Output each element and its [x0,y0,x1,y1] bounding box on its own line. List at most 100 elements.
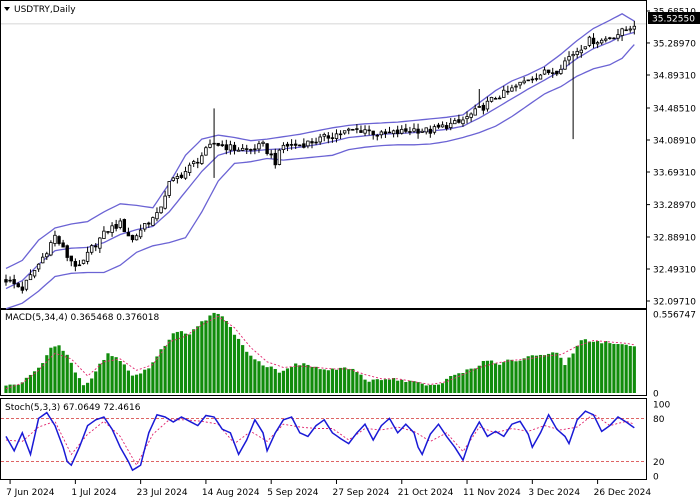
candle-up [522,80,526,84]
candle-down [416,128,420,134]
price-axis: 35.6851035.2897034.8931034.4851034.08910… [1,8,696,308]
macd-bar [420,383,424,393]
candle-up [477,106,481,108]
candle-up [138,229,143,238]
candle-up [49,242,53,256]
bollinger-lower-line [5,44,635,310]
macd-bar [232,334,237,393]
candle-up [493,98,498,100]
candle-down [310,141,314,144]
macd-bar [265,367,269,393]
price-tick-label: 32.88910 [653,233,696,243]
macd-bar [575,345,579,393]
stoch-d-line [5,413,635,467]
macd-bar [567,357,571,393]
macd-bar [126,370,130,393]
candle-up [98,237,102,249]
macd-bar [294,363,298,393]
candle-down [314,141,318,144]
macd-bar [94,371,98,393]
macd-bar [436,384,441,393]
date-tick-label: 11 Nov 2024 [463,488,521,498]
candle-up [306,140,310,147]
date-tick-label: 21 Oct 2024 [398,488,454,498]
macd-bar [228,326,232,393]
candle-down [481,104,486,111]
macd-bar [494,363,498,393]
macd-bar [28,374,33,393]
candle-up [318,136,322,143]
macd-bar [359,374,363,393]
macd-bar [118,360,122,393]
candle-down [302,143,306,148]
macd-bar [400,379,404,393]
candle-down [253,148,257,151]
macd-bar [412,381,416,393]
candle-down [591,37,596,45]
candle-up [334,133,339,139]
candle-up [81,259,86,264]
dropdown-triangle-icon[interactable] [4,7,10,11]
macd-bar [440,383,445,393]
macd-bar [608,343,612,393]
candle-up [257,143,261,150]
candle-up [632,25,637,30]
candle-down [265,143,269,154]
candle-up [155,212,159,220]
macd-bar [281,370,286,393]
candle-up [620,28,624,36]
stoch-axis-label: 80 [653,415,665,425]
candle-up [514,85,518,88]
macd-bar [461,373,465,393]
macd-bar [200,321,204,393]
candle-up [583,46,588,50]
candle-up [77,264,82,267]
date-tick-label: 27 Sep 2024 [332,488,389,498]
macd-bar [485,360,490,393]
candle-up [102,230,106,239]
candle-down [224,144,229,151]
macd-bar [538,354,543,393]
macd-bar [253,359,257,393]
candle-up [118,220,122,228]
candle-up [461,119,465,125]
macd-bar [69,362,73,393]
price-tick-label: 33.28970 [653,201,696,211]
stoch-pane-border [0,398,647,480]
macd-histogram: 0.556747 0 [4,311,696,400]
candle-down [122,219,127,233]
macd-bar [196,326,200,393]
price-tick-label: 35.28970 [653,39,696,49]
date-tick-label: 3 Dec 2024 [528,488,580,498]
candle-down [428,128,433,134]
current-price-box [648,12,700,24]
candle-down [57,236,61,244]
candle-down [269,153,273,156]
candle-up [575,50,579,55]
macd-bar [86,382,90,393]
macd-bar [498,364,502,393]
date-axis: 7 Jun 2024 1 Jul 2024 23 Jul 2024 14 Aug 20… [6,480,651,498]
candle-down [249,149,253,151]
macd-bar [514,361,518,393]
macd-bar [322,369,326,393]
candle-up [571,54,575,57]
candle-up [200,155,204,164]
candle-up [8,279,12,282]
price-tick-label: 34.89310 [653,72,696,82]
price-tick-label: 34.08910 [653,136,696,146]
candle-up [599,39,604,44]
candle-down [387,131,392,134]
macd-bar [616,344,620,393]
candle-up [347,128,351,131]
candle-down [106,231,110,233]
macd-bar [122,364,126,393]
candle-down [4,279,8,283]
candle-up [563,60,567,70]
macd-bar [416,382,420,393]
price-tick-label: 32.49310 [653,265,696,275]
macd-bar [404,381,408,393]
macd-bar [432,384,436,393]
candle-up [196,161,200,164]
candle-down [220,144,224,147]
